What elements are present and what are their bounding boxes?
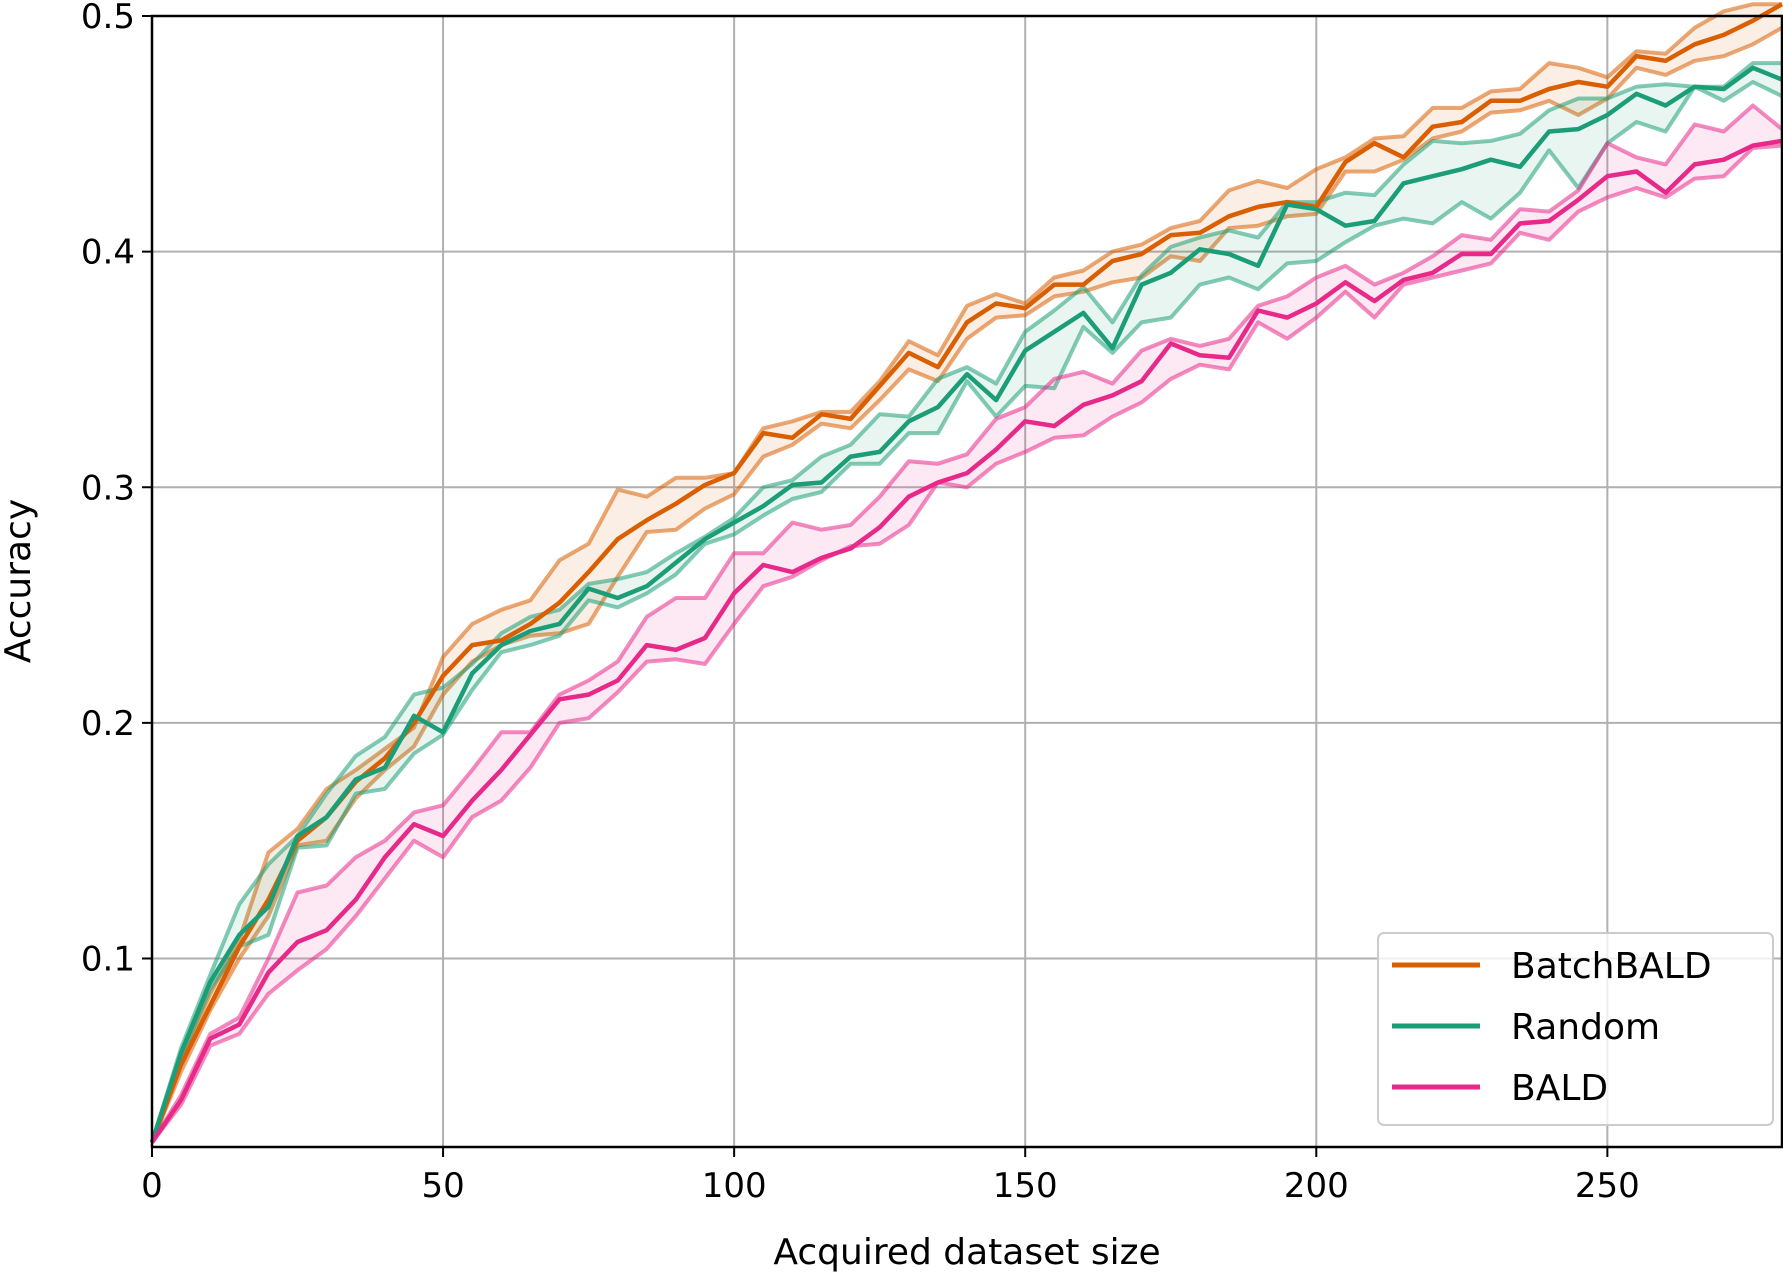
plot-frame bbox=[150, 14, 1783, 1149]
y-tick-label: 0.1 bbox=[81, 940, 135, 980]
legend-label-batchbald: BatchBALD bbox=[1511, 946, 1712, 987]
batchbald-band-lower bbox=[150, 26, 1783, 1144]
random-band-upper bbox=[150, 61, 1782, 1143]
legend-box bbox=[1377, 932, 1774, 1126]
y-tick-label: 0.2 bbox=[81, 704, 135, 744]
x-tick-label: 250 bbox=[1575, 1166, 1640, 1206]
bald-line bbox=[150, 138, 1783, 1144]
x-tick-label: 50 bbox=[421, 1166, 464, 1206]
random-band-lower bbox=[150, 80, 1783, 1143]
x-axis-ticks: 0 50 100 150 200 250 bbox=[141, 1147, 1640, 1206]
y-tick-label: 0.5 bbox=[81, 0, 135, 37]
x-tick-label: 0 bbox=[141, 1166, 163, 1206]
y-tick-label: 0.3 bbox=[81, 468, 135, 508]
x-tick-label: 200 bbox=[1284, 1166, 1349, 1206]
x-tick-label: 150 bbox=[993, 1166, 1058, 1206]
batchbald-line bbox=[149, 2, 1783, 1144]
y-axis-ticks: 0.1 0.2 0.3 0.4 0.5 bbox=[81, 0, 152, 980]
confidence-bands bbox=[150, 2, 1783, 1144]
x-tick-label: 100 bbox=[702, 1166, 767, 1206]
y-tick-label: 0.4 bbox=[81, 233, 135, 273]
y-axis-label: Accuracy bbox=[0, 499, 39, 663]
x-axis-label: Acquired dataset size bbox=[773, 1232, 1160, 1273]
random-line bbox=[149, 65, 1783, 1143]
legend-label-bald: BALD bbox=[1511, 1068, 1608, 1109]
legend: BatchBALD Random BALD bbox=[1377, 932, 1774, 1126]
bald-band-upper bbox=[150, 103, 1783, 1144]
legend-label-random: Random bbox=[1511, 1007, 1660, 1048]
series-lines bbox=[149, 2, 1783, 1144]
bald-band-lower bbox=[150, 143, 1783, 1144]
